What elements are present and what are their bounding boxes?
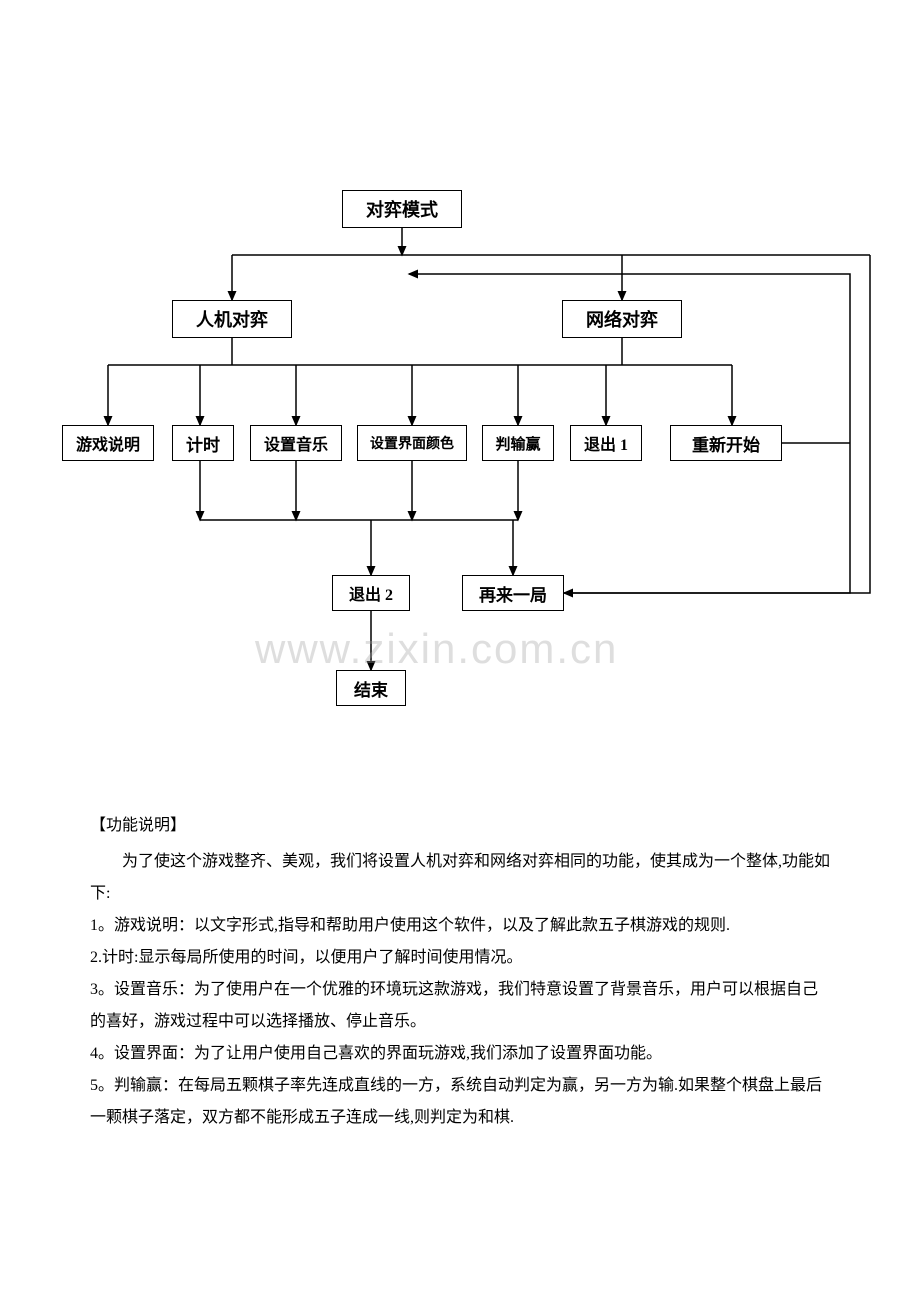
flow-node-n2: 网络对弈 (562, 300, 682, 338)
list-item: 2.计时:显示每局所使用的时间，以便用户了解时间使用情况。 (90, 942, 830, 974)
flow-node-n0: 对弈模式 (342, 190, 462, 228)
flow-node-n8: 退出 1 (570, 425, 642, 461)
flow-node-n1: 人机对弈 (172, 300, 292, 338)
flow-node-n9: 重新开始 (670, 425, 782, 461)
list-item: 5。判输赢：在每局五颗棋子率先连成直线的一方，系统自动判定为赢，另一方为输.如果… (90, 1070, 830, 1134)
watermark-text: www.zixin.com.cn (255, 625, 618, 673)
flow-node-n7: 判输赢 (482, 425, 554, 461)
list-item: 4。设置界面：为了让用户使用自己喜欢的界面玩游戏,我们添加了设置界面功能。 (90, 1038, 830, 1070)
flowchart-container: 对弈模式人机对弈 网络对弈游戏说明计时设置音乐设置界面颜色判输赢退出 1 重新开始退… (0, 180, 920, 740)
document-page: 对弈模式人机对弈 网络对弈游戏说明计时设置音乐设置界面颜色判输赢退出 1 重新开始退… (0, 0, 920, 1302)
flow-node-n3: 游戏说明 (62, 425, 154, 461)
flow-node-n12: 结束 (336, 670, 406, 706)
list-item: 1。游戏说明：以文字形式,指导和帮助用户使用这个软件，以及了解此款五子棋游戏的规… (90, 910, 830, 942)
list-item: 3。设置音乐：为了使用户在一个优雅的环境玩这款游戏，我们特意设置了背景音乐，用户… (90, 974, 830, 1038)
flow-node-n6: 设置界面颜色 (357, 425, 467, 461)
flow-node-n10: 退出 2 (332, 575, 410, 611)
text-section: 【功能说明】 为了使这个游戏整齐、美观，我们将设置人机对弈和网络对弈相同的功能，… (90, 810, 830, 1134)
section-title: 【功能说明】 (90, 810, 830, 842)
flow-node-n11: 再来一局 (462, 575, 564, 611)
flow-node-n4: 计时 (172, 425, 234, 461)
flow-node-n5: 设置音乐 (250, 425, 342, 461)
intro-paragraph: 为了使这个游戏整齐、美观，我们将设置人机对弈和网络对弈相同的功能，使其成为一个整… (90, 846, 830, 910)
